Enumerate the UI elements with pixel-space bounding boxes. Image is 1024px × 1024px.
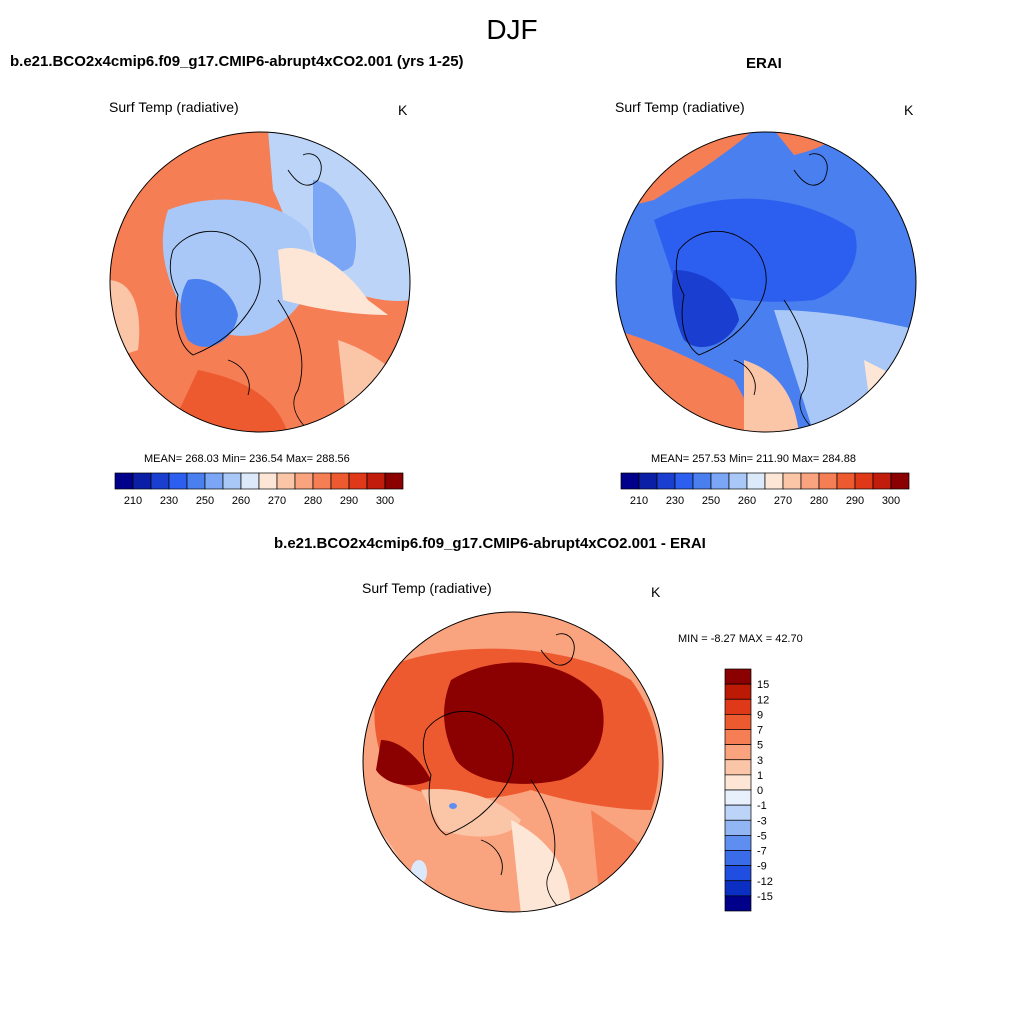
panel3-stats: MIN = -8.27 MAX = 42.70: [678, 633, 803, 645]
panel2-colorbar-swatch: [800, 472, 820, 490]
panel2-colorbar-swatch: [782, 472, 802, 490]
panel1-colorbar-swatch: [204, 472, 224, 490]
panel2-colorbar-swatch: [674, 472, 694, 490]
panel3-colorbar-tick-label: -1: [757, 800, 767, 812]
panel3-units: K: [651, 584, 661, 600]
panel1-colorbar-swatch: [366, 472, 386, 490]
panel1-variable: Surf Temp (radiative): [109, 99, 239, 115]
panel2-colorbar-swatch: [890, 472, 910, 490]
panel1-colorbar-tick-label: 250: [196, 495, 214, 507]
panel1-colorbar-tick-label: 300: [376, 495, 394, 507]
panel2-colorbar-tick-label: 280: [810, 495, 828, 507]
panel3-colorbar-swatch: [724, 683, 752, 700]
panel2-variable: Surf Temp (radiative): [615, 99, 745, 115]
panel3-colorbar-tick-label: -12: [757, 876, 773, 888]
panel2-colorbar-swatch: [764, 472, 784, 490]
panel3-colorbar-tick-label: 12: [757, 694, 769, 706]
panel3-colorbar-swatch: [724, 880, 752, 897]
panel1-colorbar-swatch: [114, 472, 134, 490]
panel3-colorbar-tick-label: 7: [757, 725, 763, 737]
panel1-colorbar-swatch: [276, 472, 296, 490]
panel3-colorbar-swatch: [724, 789, 752, 806]
panel3-colorbar-swatch: [724, 668, 752, 685]
panel2-colorbar-tick-label: 210: [630, 495, 648, 507]
panel2-colorbar-tick-label: 270: [774, 495, 792, 507]
panel2-colorbar-swatch: [818, 472, 838, 490]
panel3-colorbar-tick-label: -5: [757, 830, 767, 842]
panel3-colorbar-swatch: [724, 714, 752, 730]
panel3-colorbar: 15 12 9 7 5 3 1 0 -1 -3 -5 -7 -9 -12 -15: [724, 668, 773, 912]
panel2-colorbar-swatch: [692, 472, 712, 490]
panel2-colorbar-swatch: [620, 472, 640, 490]
panel3-colorbar-tick-label: 0: [757, 785, 763, 797]
panel1-colorbar-tick-label: 270: [268, 495, 286, 507]
panel1-title: b.e21.BCO2x4cmip6.f09_g17.CMIP6-abrupt4x…: [10, 53, 464, 70]
panel3-colorbar-swatch: [724, 819, 752, 836]
panel1-colorbar-swatch: [186, 472, 206, 490]
panel3-colorbar-swatch: [724, 759, 752, 776]
panel2-title: ERAI: [746, 55, 782, 72]
panel2-colorbar: 210 230 250 260 270 280 290 300: [620, 472, 910, 507]
panel3-colorbar-tick-label: 1: [757, 770, 763, 782]
panel3-colorbar-swatch: [724, 774, 752, 791]
panel2-stats: MEAN= 257.53 Min= 211.90 Max= 284.88: [651, 453, 856, 465]
panel3-colorbar-tick-label: -15: [757, 891, 773, 903]
panel3-title: b.e21.BCO2x4cmip6.f09_g17.CMIP6-abrupt4x…: [274, 535, 706, 552]
panel1-units: K: [398, 102, 408, 118]
panel3-colorbar-swatch: [724, 865, 752, 882]
panel1-colorbar-swatch: [150, 472, 170, 490]
panel3-colorbar-tick-label: -9: [757, 861, 767, 873]
panel3-colorbar-tick-label: 3: [757, 755, 763, 767]
panel2-colorbar-tick-label: 300: [882, 495, 900, 507]
panel2-units: K: [904, 102, 914, 118]
panel1-colorbar-swatch: [330, 472, 350, 490]
panel2-colorbar-tick-label: 230: [666, 495, 684, 507]
panel1-colorbar-swatch: [132, 472, 152, 490]
panel2-colorbar-swatch: [836, 472, 856, 490]
panel1-stats: MEAN= 268.03 Min= 236.54 Max= 288.56: [144, 453, 350, 465]
panel2-colorbar-swatch: [656, 472, 676, 490]
panel3-colorbar-tick-label: 15: [757, 679, 769, 691]
panel1-colorbar-tick-label: 290: [340, 495, 358, 507]
panel3-variable: Surf Temp (radiative): [362, 580, 492, 596]
figure-title: DJF: [486, 14, 538, 45]
panel2-colorbar-swatch: [854, 472, 874, 490]
panel1-colorbar-swatch: [240, 472, 260, 490]
panel1-colorbar-tick-label: 210: [124, 495, 142, 507]
panel1-colorbar-swatch: [294, 472, 314, 490]
panel3-colorbar-tick-label: 5: [757, 740, 763, 752]
panel3-colorbar-swatch: [724, 835, 752, 851]
panel1-colorbar-tick-label: 260: [232, 495, 250, 507]
panel1-colorbar-swatch: [222, 472, 242, 490]
panel1-map: [109, 131, 411, 433]
panel3-colorbar-tick-label: -7: [757, 846, 767, 858]
panel2-colorbar-swatch: [638, 472, 658, 490]
panel2-map: [615, 131, 917, 433]
panel1-colorbar-swatch: [384, 472, 404, 490]
panel1-colorbar-swatch: [258, 472, 278, 490]
panel2-colorbar-tick-label: 290: [846, 495, 864, 507]
panel3-colorbar-swatch: [724, 895, 752, 912]
panel2-colorbar-swatch: [710, 472, 730, 490]
panel3-colorbar-swatch: [724, 698, 752, 715]
panel2-colorbar-tick-label: 250: [702, 495, 720, 507]
panel3-colorbar-swatch: [724, 729, 752, 745]
panel3-colorbar-tick-label: 9: [757, 709, 763, 721]
panel3-colorbar-tick-label: -3: [757, 815, 767, 827]
panel1-colorbar-swatch: [348, 472, 368, 490]
panel2-colorbar-tick-label: 260: [738, 495, 756, 507]
panel2-colorbar-swatch: [872, 472, 892, 490]
panel1-colorbar-swatch: [168, 472, 188, 490]
panel2-colorbar-swatch: [746, 472, 766, 490]
panel1-colorbar: 210 230 250 260 270 280 290 300: [114, 472, 404, 507]
panel2-colorbar-swatch: [728, 472, 748, 490]
panel1-colorbar-tick-label: 280: [304, 495, 322, 507]
panel3-colorbar-swatch: [724, 850, 752, 866]
panel3-map: [362, 611, 664, 913]
panel1-colorbar-tick-label: 230: [160, 495, 178, 507]
panel1-colorbar-swatch: [312, 472, 332, 490]
panel3-colorbar-swatch: [724, 804, 752, 821]
panel3-colorbar-swatch: [724, 744, 752, 761]
